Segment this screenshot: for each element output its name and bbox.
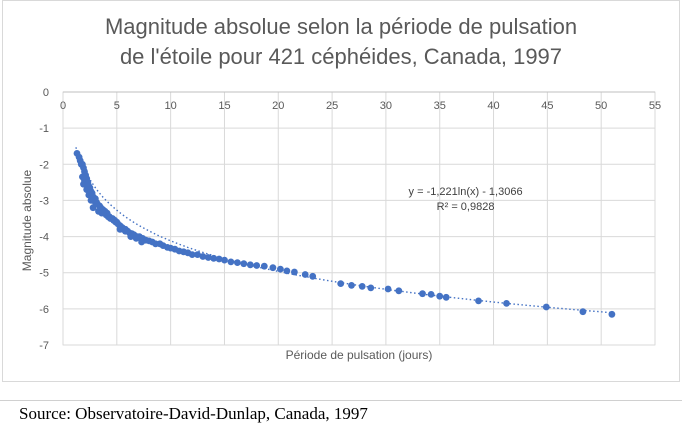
data-point <box>384 285 392 293</box>
trendline-equation: y = -1,221ln(x) - 1,3066 <box>409 186 523 198</box>
x-tick-label: 20 <box>272 100 284 112</box>
x-tick-label: 15 <box>218 100 230 112</box>
data-point <box>204 254 212 261</box>
data-point <box>309 272 317 280</box>
data-point <box>116 225 124 233</box>
data-point <box>427 291 435 298</box>
data-point <box>240 260 248 268</box>
y-tick-label: -4 <box>39 232 49 244</box>
data-point <box>227 258 235 266</box>
x-axis-title: Période de pulsation (jours) <box>286 348 433 362</box>
data-point <box>442 293 450 301</box>
data-point <box>395 287 403 295</box>
x-tick-label: 5 <box>114 100 120 112</box>
x-tick-label: 10 <box>165 100 177 112</box>
y-tick-label: -5 <box>39 268 49 280</box>
data-point <box>277 265 284 273</box>
x-tick-label: 55 <box>649 100 661 112</box>
data-point <box>111 216 119 224</box>
chart-frame <box>2 0 680 382</box>
trendline-r-squared: R² = 0,9828 <box>437 201 495 213</box>
data-point <box>246 261 254 269</box>
data-point <box>87 197 95 204</box>
data-point <box>253 262 261 269</box>
x-tick-label: 0 <box>60 100 66 112</box>
data-point <box>100 207 108 215</box>
data-point <box>579 308 587 316</box>
data-point <box>127 233 135 241</box>
data-point <box>234 259 241 266</box>
data-point <box>210 254 218 262</box>
y-tick-label: -2 <box>39 159 49 171</box>
y-axis-title: Magnitude absolue <box>20 169 34 271</box>
data-point <box>337 280 345 287</box>
x-tick-label: 50 <box>595 100 607 112</box>
y-tick-label: -3 <box>39 195 49 207</box>
data-point <box>436 292 444 300</box>
data-point <box>77 160 85 168</box>
data-point <box>367 284 375 292</box>
data-point <box>138 238 146 246</box>
data-point <box>89 204 97 212</box>
data-point <box>221 256 228 264</box>
source-divider <box>0 400 682 401</box>
data-point <box>475 297 482 305</box>
data-point <box>283 267 291 275</box>
x-tick-label: 35 <box>434 100 446 112</box>
data-point <box>269 264 277 272</box>
data-point <box>419 290 426 298</box>
data-point <box>122 227 129 235</box>
data-point <box>260 262 268 270</box>
scatter-chart: 0 -1 -2 -3 -4 -5 -6 -7 0 5 10 15 20 25 30 35 40 45 50 55 y =… <box>20 87 661 362</box>
chart-title-line-1: Magnitude absolue selon la période de pu… <box>104 14 578 39</box>
x-tick-label: 25 <box>326 100 338 112</box>
data-point <box>215 255 223 263</box>
data-point <box>608 310 616 318</box>
data-point <box>104 213 112 221</box>
data-point <box>542 303 550 311</box>
data-point <box>188 251 196 258</box>
y-tick-label: -7 <box>39 340 49 352</box>
data-point <box>194 251 201 258</box>
x-tick-label: 45 <box>541 100 553 112</box>
data-point <box>348 282 355 289</box>
source-note: Source: Observatoire-David-Dunlap, Canad… <box>19 404 368 423</box>
x-tick-label: 40 <box>487 100 499 112</box>
plot-area <box>62 91 656 346</box>
y-tick-label: 0 <box>43 87 49 99</box>
data-point <box>132 235 140 242</box>
data-point <box>291 268 298 276</box>
trendline <box>75 147 615 314</box>
y-tick-label: -1 <box>39 123 49 135</box>
data-point <box>503 300 510 307</box>
data-point <box>358 283 366 290</box>
chart-title-line-2: de l'étoile pour 421 céphéides, Canada, … <box>119 44 563 69</box>
x-tick-label: 30 <box>380 100 392 112</box>
data-point <box>84 180 92 188</box>
y-tick-label: -6 <box>39 304 49 316</box>
data-point <box>301 271 309 278</box>
data-point <box>199 253 207 260</box>
